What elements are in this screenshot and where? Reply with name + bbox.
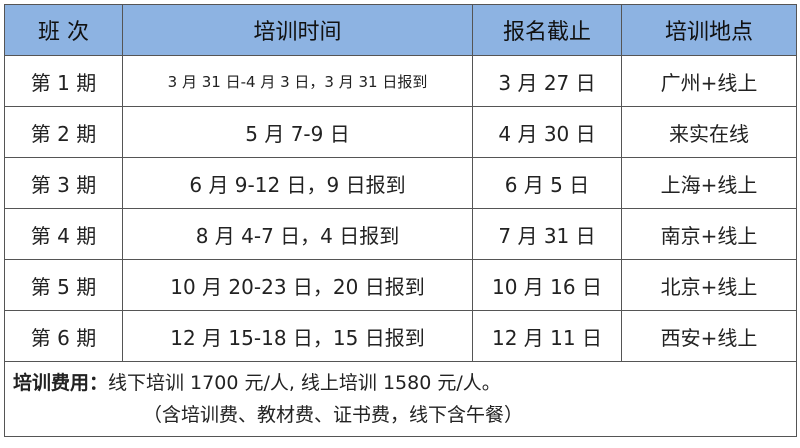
deadline-cell: 10 月 16 日 <box>472 259 622 311</box>
dates-cell: 8 月 4-7 日，4 日报到 <box>122 208 473 260</box>
location-cell: 南京+线上 <box>621 208 797 260</box>
dates-cell: 3 月 31 日-4 月 3 日，3 月 31 日报到 <box>122 55 473 107</box>
session-cell: 第 3 期 <box>4 157 123 209</box>
dates-cell: 5 月 7-9 日 <box>122 106 473 158</box>
dates-cell: 10 月 20-23 日，20 日报到 <box>122 259 473 311</box>
table-row: 第 6 期 12 月 15-18 日，15 日报到 12 月 11 日西安+线上 <box>4 310 797 362</box>
deadline-cell: 4 月 30 日 <box>472 106 622 158</box>
table-row: 第 5 期 10 月 20-23 日，20 日报到 10 月 16 日北京+线上 <box>4 259 797 311</box>
fee-note: （含培训费、教材费、证书费，线下含午餐） <box>143 404 524 426</box>
dates-cell: 6 月 9-12 日，9 日报到 <box>122 157 473 209</box>
fee-row: 培训费用：线下培训 1700 元/人, 线上培训 1580 元/人。 （含培训费… <box>4 361 797 437</box>
deadline-cell: 7 月 31 日 <box>472 208 622 260</box>
deadline-cell: 6 月 5 日 <box>472 157 622 209</box>
fee-text: 线下培训 1700 元/人, 线上培训 1580 元/人。 <box>108 372 501 394</box>
header-location: 培训地点 <box>621 4 797 56</box>
location-cell: 北京+线上 <box>621 259 797 311</box>
dates-cell: 12 月 15-18 日，15 日报到 <box>122 310 473 362</box>
header-session: 班 次 <box>4 4 123 56</box>
fee-cell: 培训费用：线下培训 1700 元/人, 线上培训 1580 元/人。 （含培训费… <box>4 361 797 437</box>
header-dates: 培训时间 <box>122 4 473 56</box>
location-cell: 上海+线上 <box>621 157 797 209</box>
location-cell: 西安+线上 <box>621 310 797 362</box>
session-cell: 第 4 期 <box>4 208 123 260</box>
deadline-cell: 12 月 11 日 <box>472 310 622 362</box>
session-cell: 第 2 期 <box>4 106 123 158</box>
session-cell: 第 6 期 <box>4 310 123 362</box>
session-cell: 第 5 期 <box>4 259 123 311</box>
deadline-cell: 3 月 27 日 <box>472 55 622 107</box>
session-cell: 第 1 期 <box>4 55 123 107</box>
location-cell: 来实在线 <box>621 106 797 158</box>
header-deadline: 报名截止 <box>472 4 622 56</box>
header-row: 班 次 培训时间 报名截止 培训地点 <box>4 4 797 56</box>
fee-label: 培训费用： <box>13 372 109 394</box>
location-cell: 广州+线上 <box>621 55 797 107</box>
